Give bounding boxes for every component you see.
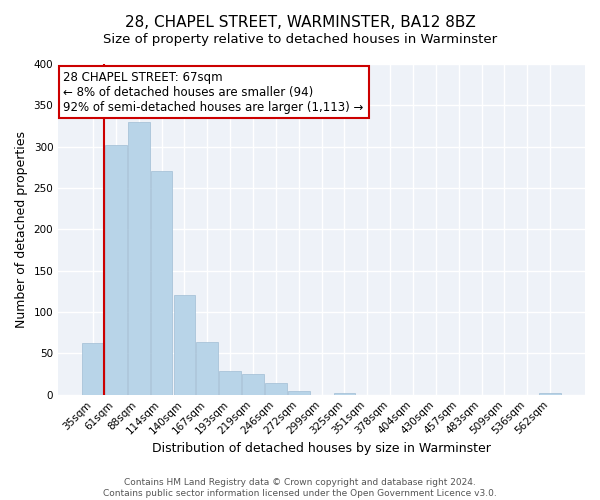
Bar	[288, 390, 310, 394]
Bar	[539, 393, 561, 394]
Bar	[151, 170, 172, 394]
Bar	[82, 342, 104, 394]
Bar	[242, 374, 264, 394]
Bar	[128, 122, 149, 394]
Bar	[334, 393, 355, 394]
Text: Size of property relative to detached houses in Warminster: Size of property relative to detached ho…	[103, 32, 497, 46]
Text: 28 CHAPEL STREET: 67sqm
← 8% of detached houses are smaller (94)
92% of semi-det: 28 CHAPEL STREET: 67sqm ← 8% of detached…	[64, 70, 364, 114]
Bar	[173, 294, 195, 394]
Text: Contains HM Land Registry data © Crown copyright and database right 2024.
Contai: Contains HM Land Registry data © Crown c…	[103, 478, 497, 498]
Bar	[219, 370, 241, 394]
Bar	[265, 383, 287, 394]
Bar	[196, 342, 218, 394]
X-axis label: Distribution of detached houses by size in Warminster: Distribution of detached houses by size …	[152, 442, 491, 455]
Y-axis label: Number of detached properties: Number of detached properties	[15, 131, 28, 328]
Bar	[105, 145, 127, 394]
Text: 28, CHAPEL STREET, WARMINSTER, BA12 8BZ: 28, CHAPEL STREET, WARMINSTER, BA12 8BZ	[125, 15, 475, 30]
